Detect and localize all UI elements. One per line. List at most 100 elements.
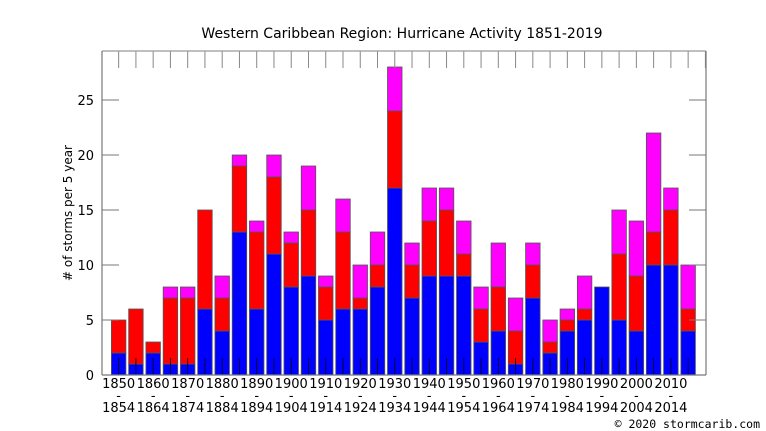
bar-segment-magenta xyxy=(473,286,489,310)
bar-segment-red xyxy=(145,341,161,354)
bar-segment-magenta xyxy=(283,231,299,244)
bar-segment-red xyxy=(421,220,437,277)
x-tick-label-end: 1894 xyxy=(240,401,273,416)
bars-group xyxy=(111,66,696,376)
x-tick-label-start: 2010 xyxy=(654,377,687,392)
x-tick-label-sep: - xyxy=(634,389,639,404)
y-tick-label: 0 xyxy=(86,369,94,384)
bar-segment-red xyxy=(525,264,541,299)
bar-segment-magenta xyxy=(369,231,386,266)
x-tick-label-end: 2014 xyxy=(654,401,687,416)
y-tick-label: 15 xyxy=(77,204,94,219)
bar-segment-red xyxy=(576,308,593,321)
bar-segment-red xyxy=(663,209,679,266)
x-tick-label-sep: - xyxy=(151,389,156,404)
bar-segment-magenta xyxy=(387,66,403,112)
bar-segment-blue xyxy=(231,231,248,376)
x-tick-label-sep: - xyxy=(358,389,363,404)
bar-segment-red xyxy=(231,165,248,233)
chart-title: Western Caribbean Region: Hurricane Acti… xyxy=(201,26,602,42)
x-tick-label-start: 1930 xyxy=(378,377,411,392)
bar-segment-red xyxy=(404,264,420,299)
bar-segment-red xyxy=(438,209,455,277)
bar-segment-magenta xyxy=(249,220,265,233)
x-tick-label-start: 1870 xyxy=(171,377,204,392)
bar-segment-magenta xyxy=(300,165,317,211)
bar-segment-red xyxy=(456,253,472,277)
x-tick-label-end: 1924 xyxy=(344,401,377,416)
x-tick-label-start: 1960 xyxy=(482,377,515,392)
x-tick-labels: 1850-18541860-18641870-18741880-18841890… xyxy=(102,377,687,416)
bar-segment-red xyxy=(197,209,213,310)
axes-group xyxy=(101,50,707,376)
bar-segment-red xyxy=(335,231,351,310)
bar-segment-red xyxy=(128,308,144,365)
x-tick-label-sep: - xyxy=(427,389,432,404)
x-tick-label-start: 1920 xyxy=(344,377,377,392)
x-tick-label-end: 1954 xyxy=(447,401,480,416)
bar-segment-red xyxy=(300,209,317,277)
x-tick-label-sep: - xyxy=(669,389,674,404)
bar-segment-magenta xyxy=(663,187,679,211)
y-axis-label: # of storms per 5 year xyxy=(61,145,75,281)
x-tick-label-end: 1944 xyxy=(413,401,446,416)
x-tick-label-end: 2004 xyxy=(620,401,653,416)
bar-segment-red xyxy=(162,297,179,365)
x-tick-label-end: 1874 xyxy=(171,401,204,416)
x-tick-label-end: 1934 xyxy=(378,401,411,416)
x-tick-label-end: 1964 xyxy=(482,401,515,416)
bar-segment-red xyxy=(369,264,386,288)
x-tick-label-start: 1910 xyxy=(309,377,342,392)
x-tick-label-start: 1890 xyxy=(240,377,273,392)
bar-segment-red xyxy=(266,176,282,255)
x-tick-label-sep: - xyxy=(323,389,328,404)
bar-segment-magenta xyxy=(542,319,558,343)
x-tick-label-end: 1864 xyxy=(137,401,170,416)
x-tick-label-start: 1860 xyxy=(137,377,170,392)
x-tick-label-sep: - xyxy=(496,389,501,404)
bar-segment-magenta xyxy=(214,275,230,299)
copyright-credit: © 2020 stormcarib.com xyxy=(615,417,760,431)
bar-segment-red xyxy=(542,341,558,354)
x-tick-label-sep: - xyxy=(565,389,570,404)
bar-segment-blue xyxy=(266,253,282,376)
x-tick-label-sep: - xyxy=(254,389,259,404)
x-tick-label-end: 1884 xyxy=(206,401,239,416)
x-tick-label-sep: - xyxy=(530,389,535,404)
bar-segment-red xyxy=(214,297,230,332)
x-tick-label-end: 1914 xyxy=(309,401,342,416)
bar-segment-magenta xyxy=(490,242,506,288)
bar-segment-red xyxy=(180,297,196,365)
x-tick-label-start: 1940 xyxy=(413,377,446,392)
x-tick-label-start: 1900 xyxy=(275,377,308,392)
bar-segment-red xyxy=(387,110,403,189)
y-tick-labels: 0 5 10 15 20 25 xyxy=(77,94,94,384)
bar-segment-magenta xyxy=(628,220,645,277)
bar-segment-red xyxy=(490,286,506,332)
bar-segment-magenta xyxy=(645,132,662,233)
bar-segment-magenta xyxy=(525,242,541,266)
x-tick-label-end: 1904 xyxy=(275,401,308,416)
x-tick-label-start: 2000 xyxy=(620,377,653,392)
y-tick-label: 10 xyxy=(77,259,94,274)
bar-segment-magenta xyxy=(680,264,696,310)
x-tick-label-start: 1970 xyxy=(516,377,549,392)
bar-segment-red xyxy=(352,297,368,310)
x-tick-label-sep: - xyxy=(116,389,121,404)
bar-segment-red xyxy=(611,253,627,321)
x-tick-label-sep: - xyxy=(289,389,294,404)
bar-segment-red xyxy=(473,308,489,343)
bar-segment-red xyxy=(111,319,127,354)
x-tick-label-end: 1994 xyxy=(585,401,618,416)
x-tick-label-start: 1880 xyxy=(206,377,239,392)
x-tick-label-start: 1990 xyxy=(585,377,618,392)
x-tick-label-sep: - xyxy=(392,389,397,404)
bar-segment-magenta xyxy=(507,297,524,332)
bar-segment-magenta xyxy=(266,154,282,178)
bar-segment-red xyxy=(559,319,575,332)
bar-segment-red xyxy=(249,231,265,310)
bar-segment-magenta xyxy=(231,154,248,167)
x-tick-label-sep: - xyxy=(600,389,605,404)
y-tick-label: 25 xyxy=(77,94,94,109)
